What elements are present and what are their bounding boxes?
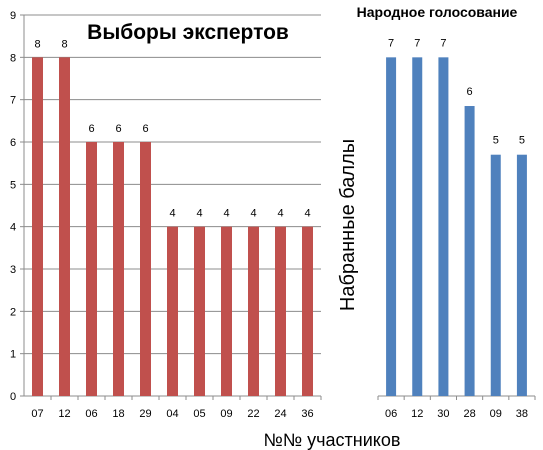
- y-tick-label: 4: [10, 222, 16, 234]
- left-y-tick-labels: 0 1 2 3 4 5 6 7 8 9: [10, 10, 16, 403]
- data-label: 6: [88, 123, 94, 135]
- bar: [302, 226, 313, 396]
- data-label: 7: [388, 37, 394, 49]
- right-bars: [386, 57, 527, 397]
- x-tick-label: 18: [112, 408, 124, 420]
- y-tick-label: 8: [10, 52, 16, 64]
- right-data-labels: 7 7 7 6 5 5: [388, 37, 525, 146]
- data-label: 7: [414, 37, 420, 49]
- right-x-tick-labels: 06 12 30 28 09 38: [385, 408, 528, 420]
- x-tick-label: 09: [490, 408, 502, 420]
- bar: [86, 142, 97, 396]
- bar: [275, 226, 286, 396]
- left-x-tick-labels: 07 12 06 18 29 04 05 09 22 24 36: [31, 408, 313, 420]
- x-tick-label: 22: [247, 408, 259, 420]
- bar: [386, 57, 397, 396]
- data-label: 4: [277, 208, 283, 220]
- x-tick-label: 28: [463, 408, 475, 420]
- x-tick-label: 09: [220, 408, 232, 420]
- y-tick-label: 5: [10, 179, 16, 191]
- left-chart-title: Выборы экспертов: [87, 21, 289, 44]
- left-data-labels: 8 8 6 6 6 4 4 4 4 4 4: [34, 38, 310, 219]
- y-tick-label: 3: [10, 264, 16, 276]
- x-tick-label: 06: [85, 408, 97, 420]
- y-tick-label: 1: [10, 349, 16, 361]
- x-tick-label: 30: [437, 408, 449, 420]
- data-label: 4: [196, 208, 202, 220]
- data-label: 4: [223, 208, 229, 220]
- left-gridlines: [24, 14, 321, 355]
- bar: [412, 57, 423, 396]
- bar: [438, 57, 449, 396]
- bar: [140, 142, 151, 396]
- y-tick-label: 0: [10, 391, 16, 403]
- data-label: 6: [467, 86, 473, 98]
- x-tick-label: 07: [31, 408, 43, 420]
- y-tick-label: 7: [10, 95, 16, 107]
- y-tick-label: 9: [10, 10, 16, 22]
- left-bars: [32, 57, 313, 396]
- data-label: 4: [169, 208, 175, 220]
- bar: [248, 226, 259, 396]
- data-label: 7: [440, 37, 446, 49]
- data-label: 8: [61, 38, 67, 50]
- data-label: 5: [519, 135, 525, 147]
- bar: [167, 226, 178, 396]
- y-tick-label: 2: [10, 306, 16, 318]
- bar: [59, 57, 70, 396]
- data-label: 6: [115, 123, 121, 135]
- right-axes: [377, 395, 536, 400]
- bar: [113, 142, 124, 396]
- x-tick-label: 36: [301, 408, 313, 420]
- data-label: 6: [142, 123, 148, 135]
- x-tick-label: 06: [385, 408, 397, 420]
- right-chart-title: Народное голосование: [357, 4, 518, 20]
- y-axis-title: Набранные баллы: [337, 139, 359, 311]
- bar: [194, 226, 205, 396]
- data-label: 4: [250, 208, 256, 220]
- bar: [221, 226, 232, 396]
- x-axis-title: №№ участников: [264, 430, 401, 450]
- x-tick-label: 04: [166, 408, 178, 420]
- bar: [516, 154, 527, 396]
- data-label: 4: [304, 208, 310, 220]
- x-tick-label: 24: [274, 408, 286, 420]
- data-label: 8: [34, 38, 40, 50]
- x-tick-label: 12: [411, 408, 423, 420]
- y-tick-label: 6: [10, 137, 16, 149]
- bar: [490, 154, 501, 396]
- x-tick-label: 38: [516, 408, 528, 420]
- x-tick-label: 12: [58, 408, 70, 420]
- bar: [32, 57, 43, 396]
- bar: [464, 106, 475, 397]
- x-tick-label: 05: [193, 408, 205, 420]
- data-label: 5: [493, 135, 499, 147]
- x-tick-label: 29: [139, 408, 151, 420]
